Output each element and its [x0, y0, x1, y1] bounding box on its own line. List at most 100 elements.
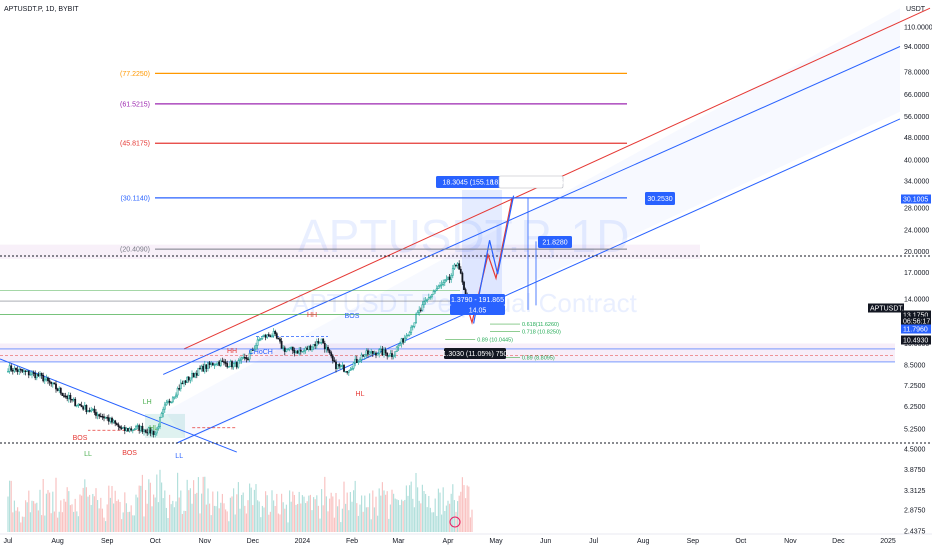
candle [435, 288, 438, 291]
candle [421, 304, 424, 311]
structure-label: BOS [122, 450, 137, 457]
volume-bar [156, 474, 158, 532]
volume-bar [175, 501, 177, 532]
price-tick-label: 7.2500 [904, 383, 926, 390]
fib-label: 0.718 (10.8250) [522, 330, 561, 336]
volume-bar [92, 493, 94, 532]
price-tag-label: 10.4930 [903, 338, 928, 345]
volume-bar [458, 495, 460, 532]
candle [391, 353, 393, 358]
candle [243, 357, 246, 359]
volume-bar [465, 498, 467, 532]
volume-bar [217, 491, 219, 532]
candle [459, 268, 462, 274]
currency-label[interactable]: USDT [906, 6, 926, 13]
candle [400, 338, 403, 345]
candle [279, 338, 281, 342]
candle [450, 275, 453, 280]
volume-bar [146, 503, 148, 532]
candle [202, 365, 205, 372]
candle [152, 430, 155, 435]
volume-bar [186, 479, 188, 532]
volume-bar [18, 511, 20, 532]
candle [461, 272, 464, 283]
volume-bar [133, 515, 135, 532]
volume-bar [84, 479, 86, 532]
candle [19, 368, 22, 371]
candle [187, 376, 190, 381]
candle [463, 281, 465, 290]
price-tick-label: 5.2500 [904, 427, 926, 434]
volume-bar [229, 497, 231, 532]
volume-bar [60, 500, 62, 532]
candle [299, 349, 302, 352]
volume-bar [370, 519, 372, 532]
candle [251, 349, 254, 351]
candle [221, 360, 224, 363]
time-tick-label: Sep [101, 538, 114, 545]
candle [186, 376, 189, 383]
candle [275, 333, 278, 339]
candle [304, 347, 307, 351]
volume-bar [300, 503, 302, 532]
candle [455, 264, 457, 267]
price-tick-label: 94.0000 [904, 44, 929, 51]
price-tick-label: 3.3125 [904, 488, 926, 495]
time-tick-label: Nov [784, 538, 797, 545]
volume-bar [401, 499, 403, 532]
volume-bar [420, 503, 422, 532]
candle [376, 353, 379, 356]
candle [111, 417, 113, 423]
volume-bar [49, 492, 51, 532]
candle [354, 358, 357, 364]
candle [343, 365, 345, 372]
candle [231, 361, 233, 368]
volume-bar [189, 488, 191, 532]
volume-bar [449, 503, 451, 532]
candle [378, 349, 381, 355]
candle [320, 338, 323, 343]
candle [389, 353, 392, 357]
candle [15, 367, 17, 371]
candle [371, 351, 374, 354]
candle [23, 370, 25, 372]
candle [216, 361, 219, 365]
candle [223, 361, 225, 363]
volume-bar [105, 521, 107, 532]
candle [87, 410, 89, 413]
price-axis[interactable]: 110.0000 94.0000 78.0000 66.0000 56.0000 48.0… [868, 25, 932, 536]
background-layer [0, 8, 901, 441]
time-axis[interactable]: Jul Aug Sep Oct Nov Dec 2024 Feb Mar Apr May Jun Jul… [0, 516, 932, 545]
candle [307, 345, 310, 350]
volume-bar [63, 498, 65, 532]
volume-bar [159, 469, 161, 532]
candle [431, 293, 433, 298]
volume-bar [271, 490, 273, 532]
volume-bar [332, 496, 334, 532]
volume-bar [210, 515, 212, 532]
volume-bar [263, 507, 265, 532]
candle [227, 366, 230, 368]
volume-bar [164, 490, 166, 532]
volume-bar [167, 518, 169, 532]
candle [338, 364, 341, 367]
volume-bar [90, 505, 92, 532]
volume-bar [417, 487, 419, 532]
volume-bar [31, 500, 33, 532]
volume-bar [407, 495, 409, 532]
volume-bar [61, 512, 63, 532]
time-tick-label: Apr [443, 538, 455, 545]
candle [365, 350, 368, 355]
price-tag-label: 11.7960 [903, 327, 928, 334]
volume-bar [322, 505, 324, 532]
candle [298, 349, 301, 354]
price-tick-label: 3.8750 [904, 467, 926, 474]
price-tick-label: 28.0000 [904, 206, 929, 213]
volume-bar [285, 504, 287, 532]
candle [370, 351, 373, 353]
candle [237, 360, 240, 368]
volume-bar [348, 510, 350, 532]
candle [392, 354, 395, 358]
price-tick-label: 14.0000 [904, 297, 929, 304]
candle [29, 374, 32, 376]
